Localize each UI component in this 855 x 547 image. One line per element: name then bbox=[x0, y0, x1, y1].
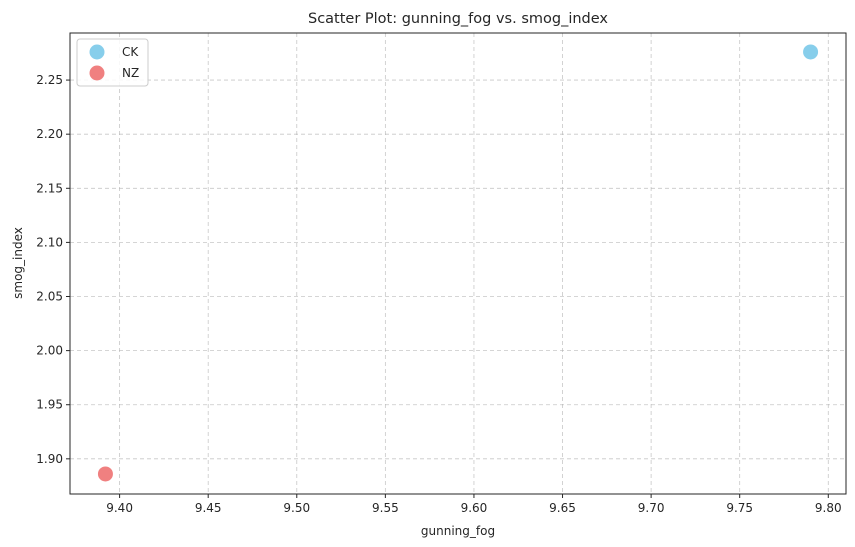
y-tick-label: 2.05 bbox=[36, 290, 63, 304]
grid-lines bbox=[70, 33, 846, 494]
data-points bbox=[97, 44, 819, 482]
x-tick-label: 9.70 bbox=[638, 501, 665, 515]
y-tick-label: 2.25 bbox=[36, 73, 63, 87]
plot-frame bbox=[69, 32, 847, 495]
y-tick-label: 1.95 bbox=[36, 398, 63, 412]
data-point-nz bbox=[97, 466, 113, 482]
y-tick-label: 2.10 bbox=[36, 235, 63, 249]
y-tick-label: 2.20 bbox=[36, 127, 63, 141]
x-tick-label: 9.75 bbox=[726, 501, 753, 515]
x-tick-label: 9.80 bbox=[815, 501, 842, 515]
x-axis-label: gunning_fog bbox=[421, 524, 495, 538]
x-tick-label: 9.55 bbox=[372, 501, 399, 515]
y-axis-ticks: 1.90 1.95 2.00 2.05 2.10 2.15 2.20 2.25 bbox=[36, 73, 70, 466]
legend: CK NZ bbox=[76, 38, 149, 87]
legend-marker-ck bbox=[89, 44, 105, 60]
data-point-ck bbox=[803, 44, 819, 60]
x-tick-label: 9.50 bbox=[283, 501, 310, 515]
x-tick-label: 9.40 bbox=[106, 501, 133, 515]
y-axis-label: smog_index bbox=[11, 227, 25, 299]
legend-marker-nz bbox=[89, 65, 105, 81]
legend-label-ck: CK bbox=[122, 45, 139, 59]
y-tick-label: 2.00 bbox=[36, 344, 63, 358]
x-tick-label: 9.60 bbox=[461, 501, 488, 515]
x-axis-ticks: 9.40 9.45 9.50 9.55 9.60 9.65 9.70 9.75 9.80 bbox=[106, 494, 842, 515]
x-tick-label: 9.45 bbox=[195, 501, 222, 515]
y-tick-label: 2.15 bbox=[36, 181, 63, 195]
x-tick-label: 9.65 bbox=[549, 501, 576, 515]
legend-label-nz: NZ bbox=[122, 66, 139, 80]
chart-title: Scatter Plot: gunning_fog vs. smog_index bbox=[308, 11, 608, 27]
y-tick-label: 1.90 bbox=[36, 452, 63, 466]
